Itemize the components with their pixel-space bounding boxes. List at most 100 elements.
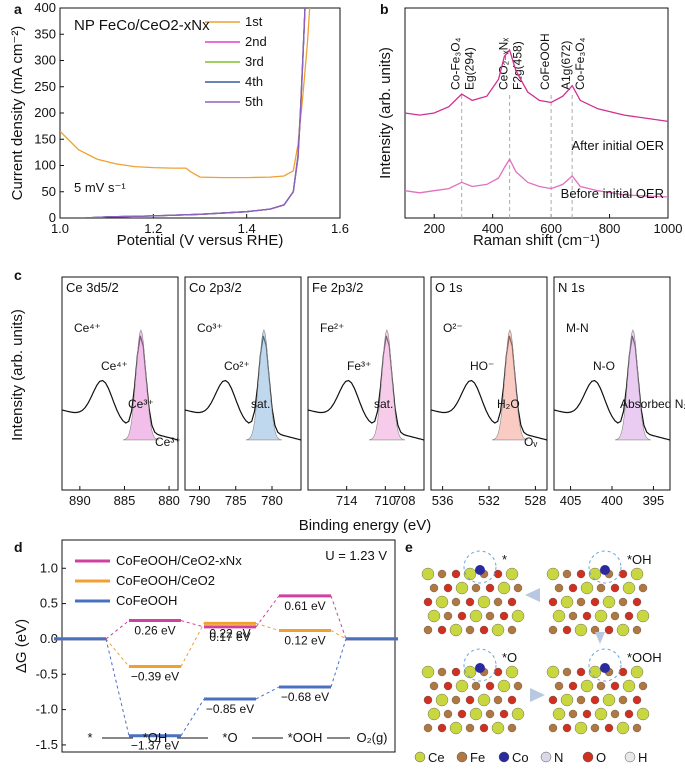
panel-b-xtick-label: 1000 <box>654 221 683 236</box>
panel-e-atom <box>546 665 560 679</box>
panel-d-connector <box>180 620 205 628</box>
panel-c-xtick-label: 400 <box>601 493 623 508</box>
panel-e-flow-arrow <box>525 588 540 602</box>
panel-c-component-label: N-O <box>593 359 615 373</box>
panel-e-atom <box>479 723 489 733</box>
panel-e-atom <box>423 597 433 607</box>
panel-e-atom <box>469 609 483 623</box>
panel-e-atom <box>618 695 628 705</box>
panel-e-atom <box>491 721 505 735</box>
panel-e-atom <box>493 695 503 705</box>
panel-e-atom <box>423 695 433 705</box>
panel-d-energy-label: 0.22 eV <box>209 626 250 640</box>
panel-e-atom <box>435 595 449 609</box>
panel-e-atom <box>421 567 435 581</box>
panel-e-atom <box>427 609 441 623</box>
panel-e-legend-label: Fe <box>470 750 485 765</box>
panel-e-atom <box>435 693 449 707</box>
panel-e-atom <box>511 707 525 721</box>
panel-d-energy-label: −0.85 eV <box>206 702 254 716</box>
panel-e-atom <box>465 625 475 635</box>
panel-c-component-label: Ce³⁺ <box>155 435 181 449</box>
panel-e-atom <box>610 611 620 621</box>
panel-c-xtick-label: 714 <box>336 493 358 508</box>
panel-e-atom <box>568 611 578 621</box>
panel-d-connector <box>255 595 280 628</box>
panel-e-atom <box>616 721 630 735</box>
panel-c-subtitle: Fe 2p3/2 <box>312 280 363 295</box>
panel-e-atom <box>560 595 574 609</box>
panel-e-atom <box>576 597 586 607</box>
panel-e-atom <box>451 597 461 607</box>
panel-e-atom <box>638 681 648 691</box>
panel-e-atom <box>511 609 525 623</box>
panel-e-atom <box>469 707 483 721</box>
panel-d-step-label: *OH <box>143 730 168 745</box>
panel-e-atom <box>624 611 634 621</box>
panel-a-ytick-label: 300 <box>34 53 56 68</box>
panel-e-atom <box>562 667 572 677</box>
panel-d-energy-label: 0.12 eV <box>284 633 325 647</box>
panel-e-atom <box>596 681 606 691</box>
panel-d-ytick-label: -0.5 <box>36 666 58 681</box>
panel-c-component-label: Ce⁴⁺ <box>74 321 101 335</box>
panel-e-atom <box>505 665 519 679</box>
panel-d-ylabel: ΔG (eV) <box>13 619 30 673</box>
panel-e-atom <box>622 581 636 595</box>
panel-b-ylabel: Intensity (arb. units) <box>377 47 394 179</box>
panel-c-subtitle: Ce 3d5/2 <box>66 280 119 295</box>
panel-a-ylabel: Current density (mA cm⁻²) <box>9 26 26 201</box>
panel-e-legend-label: O <box>596 750 606 765</box>
panel-e-atom <box>449 721 463 735</box>
panel-e-atom <box>604 625 614 635</box>
panel-e-atom <box>437 625 447 635</box>
panel-a-ytick-label: 50 <box>42 184 56 199</box>
panel-e-atom <box>632 695 642 705</box>
panel-a-ytick-label: 150 <box>34 131 56 146</box>
panel-c-subtitle: N 1s <box>558 280 585 295</box>
panel-a-legend-label: 4th <box>245 74 263 89</box>
panel-d-step-label: O₂(g) <box>356 730 387 745</box>
panel-c-component-label: Ce⁴⁺ <box>101 359 128 373</box>
panel-d-energy-label: −0.39 eV <box>131 669 179 683</box>
panel-e-co-site <box>600 565 610 575</box>
panel-e-atom <box>513 583 523 593</box>
panel-a-ytick-label: 350 <box>34 26 56 41</box>
panel-a-letter: a <box>14 1 22 17</box>
panel-c-fit-envelope <box>307 335 425 441</box>
panel-c-component-label: Absorbed N₂ <box>620 397 685 411</box>
panel-e-legend-label: N <box>554 750 563 765</box>
panel-e-state-label: *OH <box>627 552 652 567</box>
panel-e-atom <box>485 709 495 719</box>
panel-e-atom <box>443 709 453 719</box>
panel-e-atom <box>554 583 564 593</box>
panel-e-atom <box>497 679 511 693</box>
panel-b-peak-label: A1g(672) <box>559 41 573 90</box>
panel-e-atom <box>568 681 578 691</box>
panel-b-letter: b <box>380 1 389 17</box>
panel-e-atom <box>546 567 560 581</box>
panel-c-fit-envelope <box>184 335 302 441</box>
panel-e-state-label: * <box>502 552 507 567</box>
panel-b-peak-label: Co-Fe₃O₄ <box>449 37 463 90</box>
panel-b-peak-sublabel: F2g(458) <box>511 41 525 90</box>
panel-a-ytick-label: 200 <box>34 105 56 120</box>
panel-e-atom <box>507 625 517 635</box>
panel-d-connector <box>105 620 130 640</box>
panel-d-letter: d <box>14 539 23 555</box>
panel-c-xtick-label: 405 <box>560 493 582 508</box>
panel-d-energy-label: −1.37 eV <box>131 739 179 753</box>
panel-a-ytick-label: 400 <box>34 0 56 15</box>
panel-e-legend-label: H <box>638 750 647 765</box>
panel-e-atom <box>590 695 600 705</box>
panel-d-ytick-label: 0.5 <box>40 596 58 611</box>
panel-b-peak-label: CoFeOOH <box>538 33 552 90</box>
panel-c-component-label: Ce³⁺ <box>128 397 154 411</box>
panel-c-component-label: M-N <box>566 321 589 335</box>
panel-c-ylabel: Intensity (arb. units) <box>9 309 26 441</box>
panel-c-subtitle: Co 2p3/2 <box>189 280 242 295</box>
panel-b-spectrum-1 <box>404 48 669 123</box>
panel-a-ytick-label: 250 <box>34 79 56 94</box>
panel-e-site-highlight <box>588 550 622 584</box>
panel-d-connector <box>180 698 205 737</box>
